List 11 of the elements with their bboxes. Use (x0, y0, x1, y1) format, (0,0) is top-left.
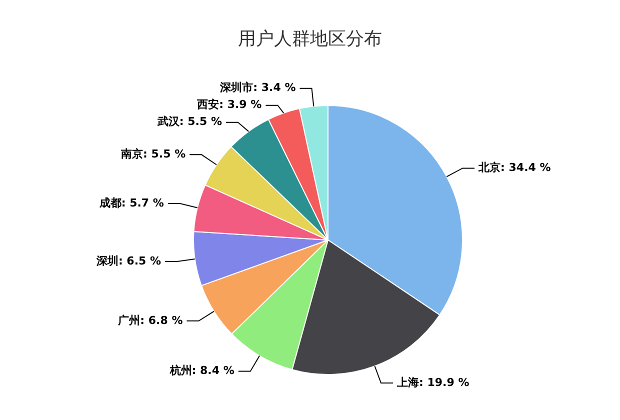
slice-label: 深圳: 6.5 % (95, 254, 162, 268)
slice-label: 上海: 19.9 % (396, 376, 470, 389)
slice-label: 深圳市: 3.4 % (219, 81, 296, 94)
slice-label: 南京: 5.5 % (120, 148, 186, 161)
chart-title: 用户人群地区分布 (238, 28, 382, 50)
slice-label: 北京: 34.4 % (478, 161, 551, 174)
slice-label: 广州: 6.8 % (117, 314, 183, 327)
slice-label: 西安: 3.9 % (196, 98, 262, 112)
slice-label: 武汉: 5.5 % (156, 115, 222, 128)
slice-label: 杭州: 8.4 % (168, 364, 234, 378)
slice-label: 成都: 5.7 % (98, 196, 164, 210)
